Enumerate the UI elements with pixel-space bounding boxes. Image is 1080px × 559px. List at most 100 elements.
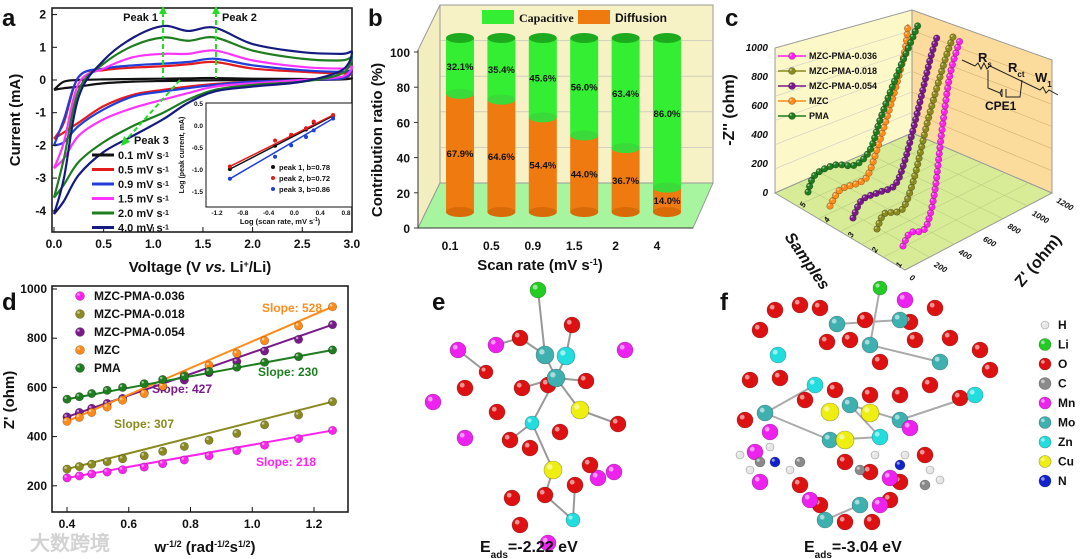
data-point (922, 125, 930, 133)
atom-o (861, 463, 879, 481)
label-part: s (230, 539, 238, 556)
atom-highlight (874, 129, 877, 132)
atom-highlight (459, 432, 465, 438)
atom-o (536, 486, 554, 504)
atom-highlight (77, 311, 80, 314)
atom-highlight (906, 45, 909, 48)
atom-mn (901, 419, 919, 437)
gridline (911, 71, 1053, 127)
data-point (118, 465, 128, 475)
data-point (923, 69, 931, 77)
data-point (179, 371, 189, 381)
x-tick-label: 4 (654, 239, 661, 253)
x-tick-label: 1.5 (566, 239, 583, 253)
x-tick-label: 2 (612, 239, 619, 253)
series-4: PMA (778, 22, 922, 196)
atom-highlight (912, 123, 915, 126)
data-point (937, 132, 945, 140)
fit-line (66, 400, 333, 471)
atom-highlight (896, 68, 899, 70)
bar-base (528, 207, 557, 217)
bond (764, 384, 816, 414)
data-point (914, 160, 922, 168)
atom-highlight (88, 471, 92, 474)
data-point (852, 180, 860, 188)
atom-highlight (942, 103, 945, 106)
data-point (883, 186, 892, 194)
atom-o (861, 386, 879, 404)
atom-mo (535, 345, 555, 365)
atom-o (916, 446, 934, 464)
y-tick-label: -2 (35, 138, 46, 152)
data-point (232, 362, 242, 372)
atom-highlight (807, 184, 810, 187)
data-point (260, 357, 270, 367)
atom-o (818, 333, 836, 351)
data-point (945, 78, 953, 86)
atom-highlight (912, 173, 915, 176)
y-tick-label: 40 (397, 152, 411, 166)
legend-marker (788, 52, 796, 60)
atom-o (791, 476, 809, 494)
adsorption-energy-label: Eads=-2.22 eV (480, 539, 578, 559)
y-axis-label: -Z'' (ohm) (721, 74, 738, 146)
legend-label: H (1058, 318, 1067, 332)
data-point (74, 471, 84, 481)
data-point (921, 74, 930, 83)
atom-h (745, 465, 755, 475)
atom-highlight (295, 412, 299, 415)
atom-highlight (942, 109, 945, 112)
atom-highlight (880, 130, 883, 133)
atom-highlight (856, 466, 860, 470)
atom-o (836, 513, 854, 531)
atom-highlight (948, 40, 951, 43)
data-point (912, 115, 920, 124)
atom-highlight (772, 349, 778, 355)
y-tick-label: 0 (39, 73, 46, 87)
atom-highlight (923, 126, 926, 129)
data-point (832, 191, 840, 200)
data-point (942, 96, 950, 104)
atom-highlight (894, 314, 900, 320)
bar-stack: 63.4% 36.7% (611, 33, 640, 217)
label-part: (rad (182, 539, 215, 556)
y-tick-label: 400 (27, 430, 47, 444)
atom-highlight (938, 139, 941, 142)
atom-highlight (104, 404, 107, 407)
legend-label-diffusion: Diffusion (615, 11, 667, 25)
panel-d-warburg-plot: 0.4 0.6 0.8 1.0 1.2 1000 800 600 400 200 Slope: 21… (1, 282, 349, 556)
atom-highlight (234, 350, 237, 354)
legend-label: peak 3, b=0.86 (279, 185, 330, 194)
data-point (869, 158, 877, 166)
atom-highlight (943, 97, 946, 100)
slope-label: Slope: 230 (258, 365, 318, 379)
legend-marker (788, 97, 796, 105)
circuit-diagram (961, 59, 1059, 98)
atom-highlight (141, 464, 144, 467)
bar-top (446, 33, 474, 43)
label-text: 0.1 mV s (118, 150, 163, 162)
data-point (260, 440, 270, 450)
atom-highlight (88, 461, 92, 464)
atom-highlight (608, 466, 614, 472)
fit-line (66, 305, 333, 423)
data-point (909, 228, 917, 236)
atom-highlight (866, 516, 872, 522)
data-point (904, 195, 912, 203)
data-point (904, 24, 912, 32)
panel-a-cv-plot: 0.0 0.5 1.0 1.5 2.0 2.5 3.0 2 1 0 -1 -2 -3 -4 Voltage … (7, 6, 361, 276)
atom-o (503, 489, 521, 507)
atom-highlight (1041, 477, 1045, 481)
legend-marker-n (1038, 474, 1052, 488)
atom-highlight (855, 204, 858, 207)
atom-o (941, 329, 959, 347)
capacitive-value-label: 32.1% (447, 62, 474, 73)
atom-highlight (937, 477, 940, 480)
atom-highlight (864, 407, 870, 413)
data-point (943, 90, 951, 98)
atom-cu (543, 460, 563, 480)
atom-highlight (899, 169, 902, 172)
data-point (260, 420, 270, 430)
y-tick-label: -4 (35, 204, 46, 218)
capacitive-value-label: 35.4% (488, 65, 515, 76)
